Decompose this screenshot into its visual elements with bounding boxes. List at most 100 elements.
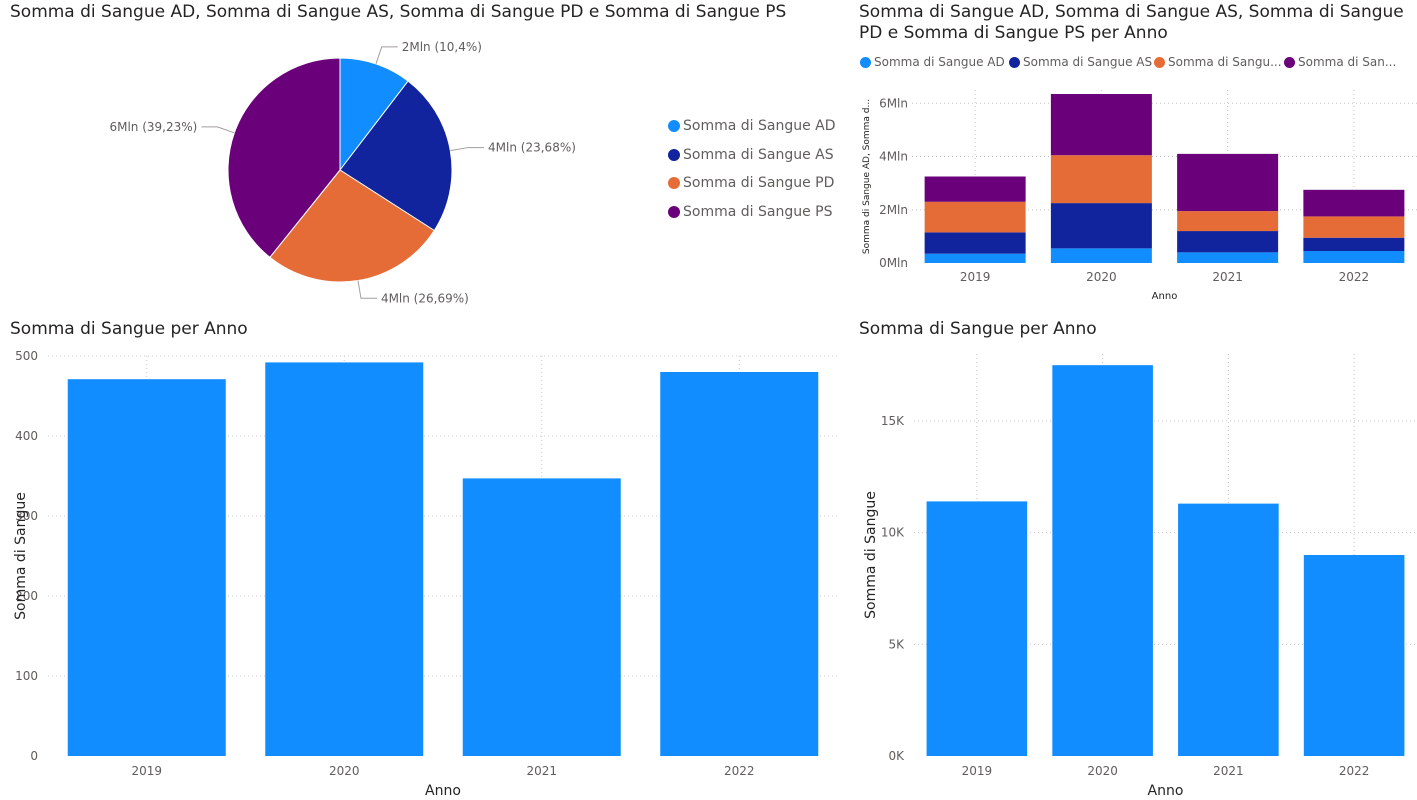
- pie-slice-4[interactable]: [227, 57, 341, 259]
- bar-right-x-tick-label: 2022: [1339, 764, 1370, 778]
- pie-legend-label: Somma di Sangue PD: [683, 175, 835, 191]
- stacked-x-tick-label: 2020: [1086, 270, 1117, 284]
- stacked-bar-segment[interactable]: [1050, 248, 1152, 263]
- bar-left-bar[interactable]: [67, 379, 226, 756]
- legend-dot-icon: [1009, 56, 1020, 68]
- pie-data-label-3: 4Mln (26,69%): [381, 291, 469, 305]
- stacked-bar-segment[interactable]: [1177, 252, 1279, 263]
- stacked-y-tick-label: 6Mln: [879, 96, 908, 110]
- bar-visual-left: Somma di Sangue per Anno 0 100 200 300 400 50…: [0, 310, 850, 800]
- stacked-bar-segment[interactable]: [1177, 153, 1279, 212]
- stacked-legend-item-1[interactable]: Somma di Sangue AD: [860, 55, 1005, 69]
- bar-left-y-tick-label: 300: [15, 509, 38, 523]
- pie-legend-item-2[interactable]: Somma di Sangue AS: [668, 147, 834, 163]
- pie-visual: Somma di Sangue AD, Somma di Sangue AS, …: [0, 0, 850, 310]
- pie-legend-item-4[interactable]: Somma di Sangue PS: [668, 204, 832, 220]
- stacked-bar-segment[interactable]: [924, 176, 1026, 202]
- bar-left-y-tick-label: 500: [15, 349, 38, 363]
- bar-visual-right: Somma di Sangue per Anno 0K 5K 10K 15K 2019 2…: [850, 310, 1417, 800]
- stacked-x-axis-title: Anno: [1152, 291, 1178, 302]
- stacked-legend-label: Somma di Sangue AS: [1023, 55, 1153, 69]
- stacked-x-tick-label: 2021: [1212, 270, 1243, 284]
- pie-leader-line-1: [375, 46, 398, 65]
- bar-left-bar[interactable]: [462, 478, 621, 756]
- pie-data-label-4: 6Mln (39,23%): [109, 120, 197, 134]
- bar-left-x-tick-label: 2022: [724, 764, 755, 778]
- bar-right-y-tick-label: 10K: [881, 526, 905, 540]
- stacked-bar-chart: 0Mln 2Mln 4Mln 6Mln 2019 2020 2021 2022 Anno Somm…: [862, 90, 1417, 302]
- bar-right-x-tick-label: 2019: [962, 764, 993, 778]
- pie-legend-label: Somma di Sangue AD: [683, 118, 836, 134]
- stacked-bar-segment[interactable]: [1050, 155, 1152, 204]
- bar-left-bar[interactable]: [265, 362, 424, 756]
- legend-dot-icon: [668, 205, 680, 218]
- stacked-chart-title: Somma di Sangue AD, Somma di Sangue AS, …: [859, 2, 1404, 44]
- bar-right-bar[interactable]: [926, 501, 1028, 756]
- legend-dot-icon: [668, 148, 680, 161]
- bar-left-y-axis-title: Somma di Sangue: [13, 492, 29, 620]
- bar-left-y-tick-label: 200: [15, 589, 38, 603]
- bar-left-y-tick-label: 400: [15, 429, 38, 443]
- stacked-bar-visual: Somma di Sangue AD, Somma di Sangue AS, …: [850, 0, 1417, 310]
- pie-legend-item-1[interactable]: Somma di Sangue AD: [668, 118, 836, 134]
- bar-right-y-tick-label: 5K: [888, 637, 905, 651]
- stacked-bar-segment[interactable]: [1303, 237, 1405, 252]
- bar-left-x-axis-title: Anno: [425, 783, 461, 799]
- pie-leader-line-2: [450, 147, 485, 152]
- bar-right-x-tick-label: 2021: [1213, 764, 1244, 778]
- bar-left-x-tick-label: 2019: [131, 764, 162, 778]
- stacked-bar-segment[interactable]: [1303, 189, 1405, 217]
- pie-legend-item-3[interactable]: Somma di Sangue PD: [668, 175, 834, 191]
- stacked-bar-segment[interactable]: [1177, 231, 1279, 253]
- stacked-x-tick-label: 2022: [1339, 270, 1370, 284]
- pie-legend-label: Somma di Sangue AS: [683, 146, 834, 163]
- stacked-legend-item-2[interactable]: Somma di Sangue AS: [1009, 55, 1152, 69]
- stacked-bar-segment[interactable]: [1177, 211, 1279, 232]
- stacked-legend-label: Somma di Sangue AD: [874, 55, 1005, 69]
- stacked-legend-item-3[interactable]: Somma di Sangu...: [1154, 55, 1282, 69]
- pie-data-label-2: 4Mln (23,68%): [488, 141, 576, 155]
- bar-left-y-tick-label: 100: [15, 669, 38, 683]
- stacked-chart-title-text: Somma di Sangue AD, Somma di Sangue AS, …: [859, 2, 1404, 43]
- bar-right-x-axis-title: Anno: [1148, 783, 1184, 799]
- stacked-bar-segment[interactable]: [1050, 203, 1152, 249]
- stacked-x-tick-label: 2019: [960, 270, 991, 284]
- pie-slice-3[interactable]: [269, 169, 435, 283]
- stacked-y-axis-title: Somma di Sangue AD, Somma d...: [862, 99, 872, 254]
- bar-chart-right: 0K 5K 10K 15K 2019 2020 2021 2022 Anno Somma di S…: [863, 354, 1417, 799]
- bar-right-bar[interactable]: [1178, 503, 1279, 756]
- bar-right-y-tick-label: 0K: [888, 749, 905, 763]
- stacked-bar-segment[interactable]: [924, 201, 1026, 233]
- stacked-y-tick-label: 0Mln: [879, 256, 908, 270]
- bar-right-bar[interactable]: [1303, 555, 1405, 756]
- bar-left-bar[interactable]: [660, 372, 819, 756]
- stacked-y-tick-label: 4Mln: [879, 150, 908, 164]
- stacked-bar-segment[interactable]: [924, 253, 1026, 263]
- stacked-bar-segment[interactable]: [924, 232, 1026, 254]
- stacked-bar-segment[interactable]: [1303, 251, 1405, 263]
- bar-chart-left: 0 100 200 300 400 500 2019 2020 2021 2022 Anno Somm…: [13, 349, 838, 799]
- bar-right-x-tick-label: 2020: [1087, 764, 1118, 778]
- legend-dot-icon: [860, 56, 871, 68]
- stacked-y-tick-label: 2Mln: [879, 203, 908, 217]
- bar-right-title: Somma di Sangue per Anno: [859, 319, 1097, 339]
- legend-dot-icon: [668, 177, 680, 189]
- legend-dot-icon: [668, 120, 680, 132]
- pie-slice-2[interactable]: [339, 80, 453, 232]
- pie-legend-label: Somma di Sangue PS: [683, 203, 833, 220]
- bar-left-y-tick-label: 0: [30, 749, 38, 763]
- legend-dot-icon: [1284, 56, 1295, 68]
- pie-chart-title: Somma di Sangue AD, Somma di Sangue AS, …: [10, 2, 787, 22]
- bar-left-x-tick-label: 2021: [526, 764, 557, 778]
- stacked-bar-segment[interactable]: [1303, 216, 1405, 238]
- bar-right-bar[interactable]: [1052, 365, 1153, 756]
- legend-dot-icon: [1154, 56, 1165, 68]
- stacked-bar-segment[interactable]: [1050, 93, 1152, 156]
- pie-slice-1[interactable]: [339, 57, 409, 172]
- bar-right-y-tick-label: 15K: [881, 414, 905, 428]
- pie-chart: 2Mln (10,4%) 4Mln (23,68%) 4Mln (26,69%) 6M…: [109, 40, 576, 305]
- stacked-legend-item-4[interactable]: Somma di San...: [1284, 55, 1396, 69]
- stacked-legend-label: Somma di San...: [1298, 55, 1397, 69]
- bar-left-title: Somma di Sangue per Anno: [10, 319, 248, 339]
- stacked-legend-label: Somma di Sangu...: [1168, 55, 1282, 69]
